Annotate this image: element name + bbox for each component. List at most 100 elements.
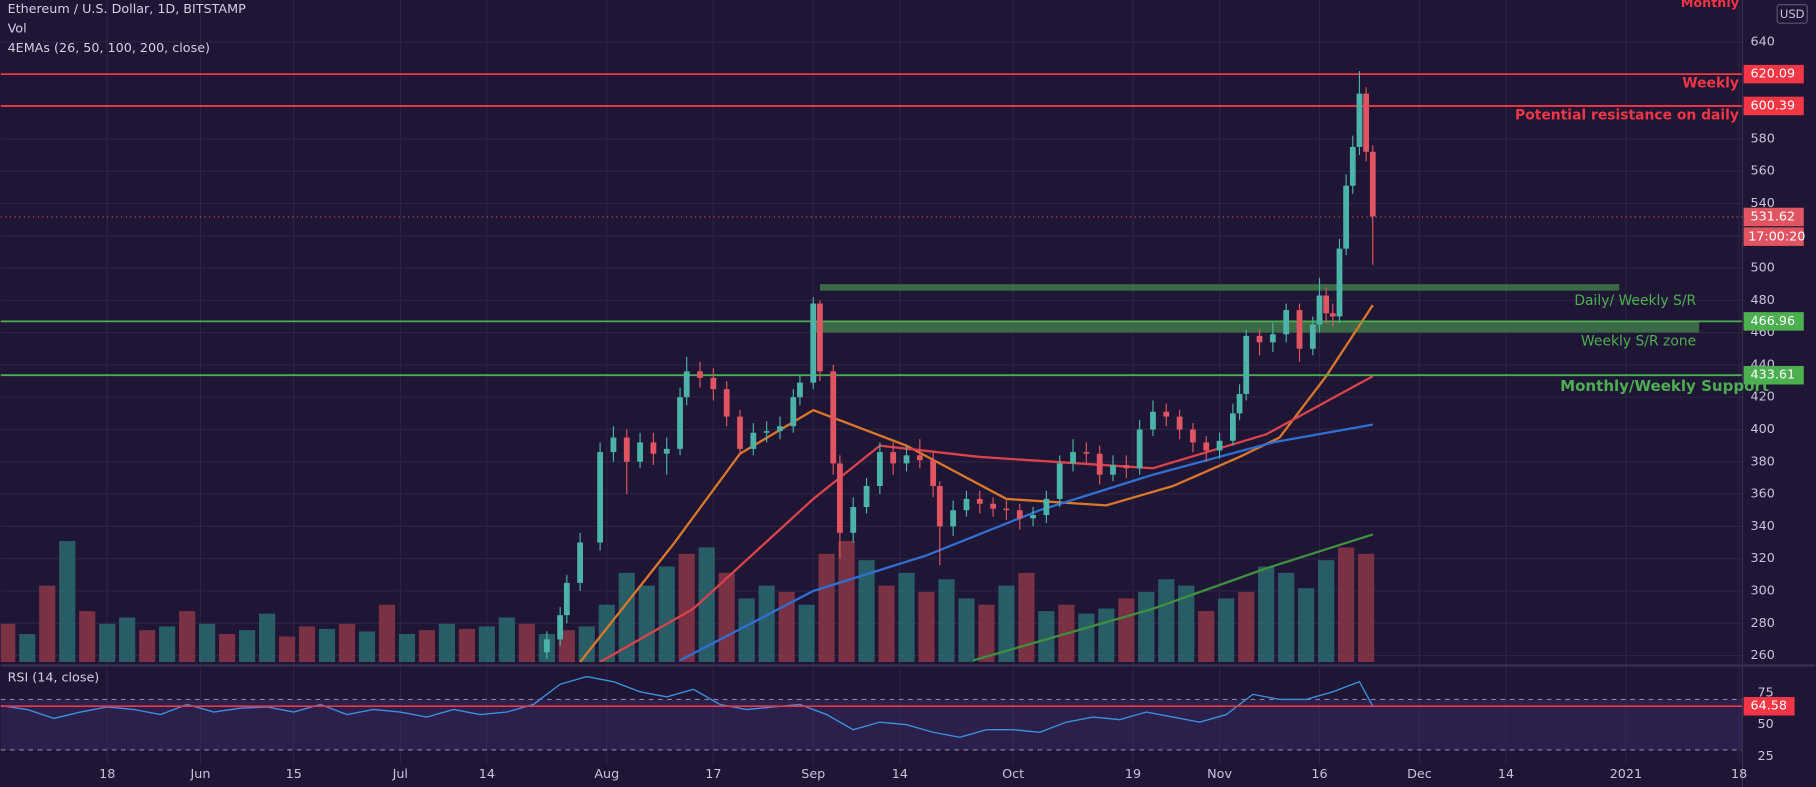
candle-body (1230, 413, 1236, 441)
candle-body (936, 486, 943, 527)
annotation: Monthly (1681, 0, 1740, 11)
candle-body (1216, 440, 1223, 451)
volume-bar (698, 547, 715, 663)
level-badge (1743, 365, 1804, 385)
volume-bar (219, 633, 236, 663)
candle-body (577, 542, 584, 583)
x-tick-label: Jun (190, 767, 211, 782)
volume-bar (1018, 572, 1035, 663)
ema-line (679, 423, 1373, 662)
candle-body (903, 455, 910, 464)
ema-line (972, 533, 1374, 662)
currency-badge[interactable] (1776, 4, 1808, 24)
ema-line (579, 304, 1374, 663)
candle-body (876, 452, 883, 487)
volume-bar (478, 626, 495, 663)
candle-body (1016, 510, 1023, 519)
volume-bar (738, 598, 755, 663)
volume-bar (1198, 611, 1215, 663)
candle-body (563, 582, 570, 616)
candle-body (1150, 411, 1156, 430)
candle-body (930, 460, 937, 487)
candle-body (1110, 465, 1116, 475)
volume-bar (758, 585, 775, 663)
rsi-line (0, 675, 1374, 739)
candle-body (1343, 185, 1350, 249)
x-tick-label: 14 (1498, 767, 1514, 782)
countdown-badge (1743, 227, 1804, 246)
y-tick-label: 540 (1751, 196, 1775, 211)
annotation: Monthly/Weekly Support (1560, 377, 1769, 395)
annotation: Daily/ Weekly S/R (1574, 293, 1696, 309)
currency[interactable]: USD (1780, 7, 1805, 21)
candle-body (683, 371, 690, 398)
sr-zone (813, 321, 1700, 333)
candle-body (797, 382, 803, 398)
volume-bar (358, 631, 376, 663)
volume-bar (1278, 572, 1295, 663)
volume-bar (79, 611, 96, 663)
candle-body (1309, 324, 1316, 349)
volume-bar (1298, 588, 1315, 663)
volume-bar (998, 585, 1015, 663)
volume-bar (1138, 591, 1155, 663)
volume-label: Vol (8, 21, 27, 36)
y-tick-label: 500 (1751, 261, 1775, 276)
volume-bar (958, 598, 975, 663)
y-tick-label: 280 (1751, 616, 1775, 631)
volume-bar (618, 572, 635, 663)
volume-bar (658, 566, 675, 663)
x-tick-label: Aug (594, 767, 619, 782)
volume-bar (1318, 560, 1335, 663)
x-tick-label: Nov (1207, 767, 1232, 782)
rsi-tick-label: 50 (1757, 717, 1773, 732)
level-badge (1743, 312, 1804, 331)
rsi-last-value: 64.58 (1751, 699, 1787, 714)
annotation: Weekly S/R zone (1581, 333, 1696, 349)
candle-body (810, 303, 817, 383)
candle-body (1163, 411, 1170, 417)
candle-body (737, 416, 743, 449)
volume-bar (1338, 547, 1355, 663)
level-badge (1743, 96, 1804, 116)
volume-bar (1038, 611, 1055, 663)
volume-bar (1258, 566, 1275, 663)
candle-body (1236, 393, 1243, 414)
candle-body (990, 503, 996, 509)
price-pane (0, 71, 1743, 663)
volume-bar (398, 633, 416, 663)
volume-bar (1098, 608, 1115, 663)
candle-body (1336, 248, 1343, 317)
y-tick-label: 580 (1751, 131, 1775, 146)
candle-body (1356, 93, 1363, 147)
level-badge (1743, 64, 1804, 84)
y-tick-label: 340 (1751, 519, 1775, 534)
volume-bar (638, 585, 655, 663)
candle-body (1123, 465, 1130, 469)
x-tick-label: 14 (479, 767, 495, 782)
volume-bar (778, 591, 795, 663)
volume-bar (1218, 598, 1235, 663)
volume-bar (838, 541, 855, 663)
y-tick-label: 640 (1751, 34, 1775, 49)
candle-body (1363, 93, 1370, 152)
x-tick-label: Sep (801, 767, 825, 782)
x-tick-label: 2021 (1610, 767, 1642, 782)
candle-body (623, 437, 630, 462)
candle-body (1083, 452, 1090, 454)
level-value: 466.96 (1751, 314, 1796, 329)
candle-body (1056, 463, 1063, 499)
volume-bar (458, 628, 475, 663)
volume-bar (418, 630, 436, 663)
candle-body (723, 389, 730, 417)
candle-body (710, 377, 717, 390)
candle-body (837, 463, 843, 533)
volume-bar (1118, 598, 1135, 663)
candle-body (1176, 416, 1183, 430)
x-tick-label: 18 (99, 767, 115, 782)
volume-bar (578, 626, 595, 663)
volume-bar (978, 604, 995, 663)
candle-body (1243, 335, 1250, 394)
